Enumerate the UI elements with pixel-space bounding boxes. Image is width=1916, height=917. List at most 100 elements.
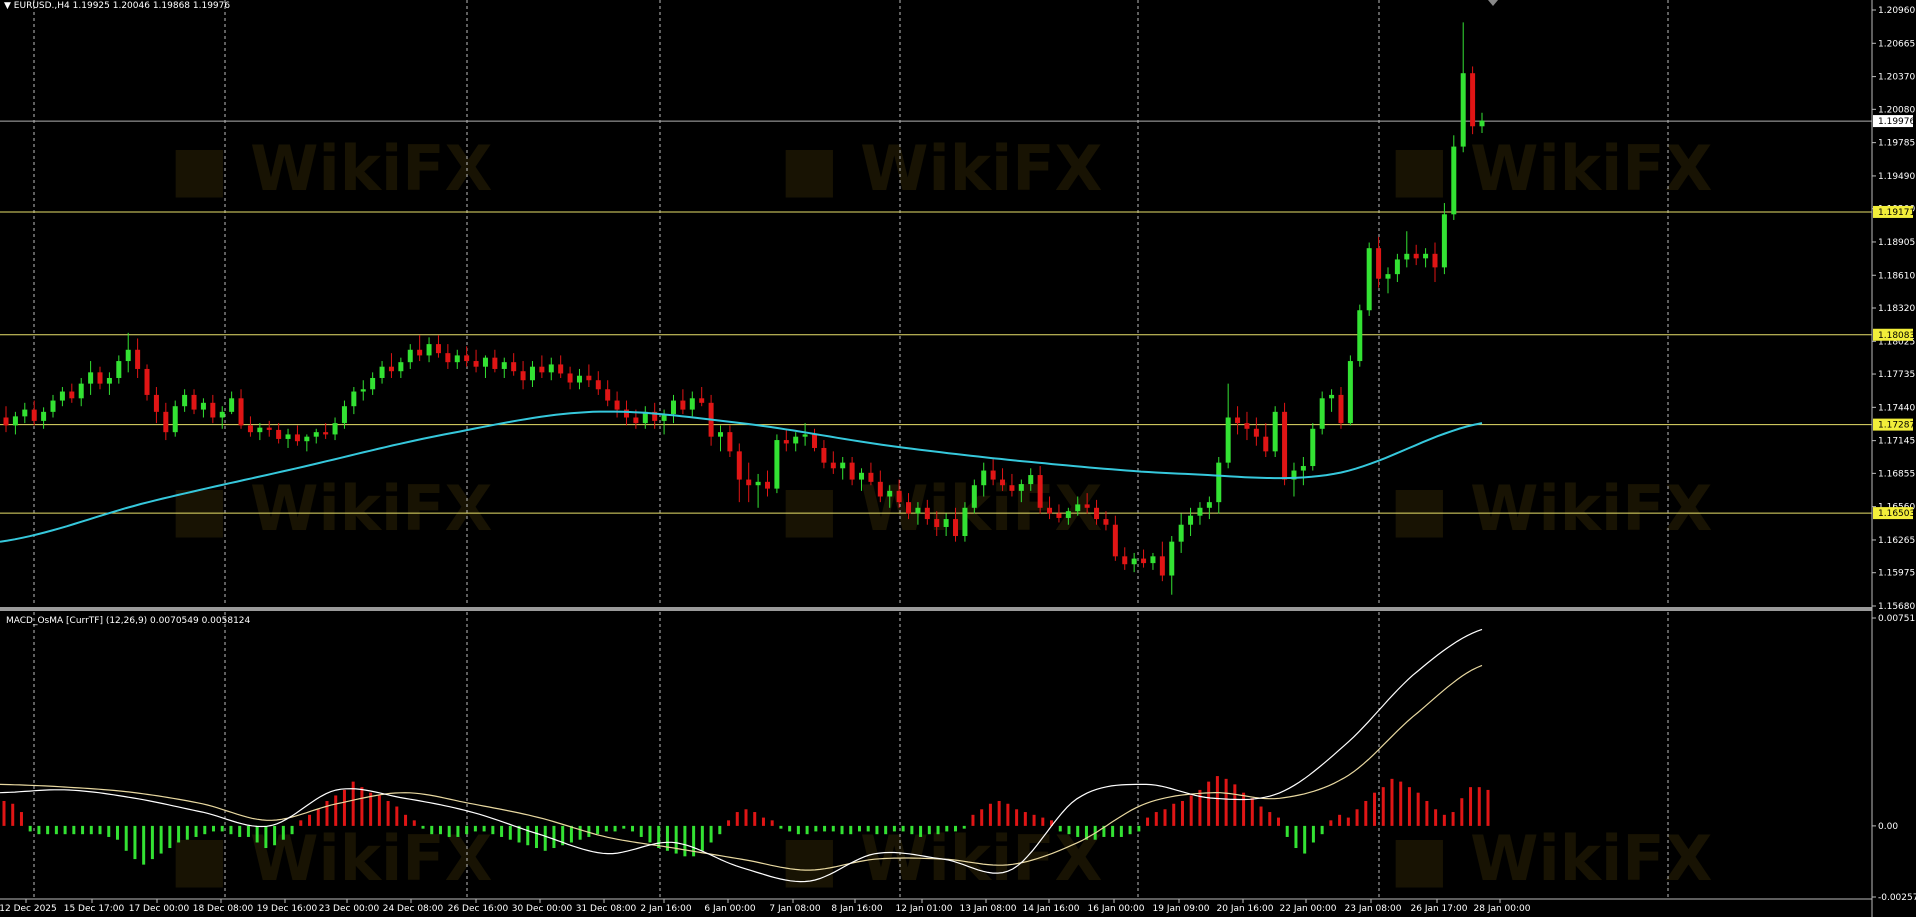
candle-body[interactable] <box>924 507 930 520</box>
candle-body[interactable] <box>78 383 84 399</box>
candle-body[interactable] <box>990 470 996 480</box>
candle-body[interactable] <box>1150 556 1156 564</box>
candle-body[interactable] <box>614 400 620 410</box>
candle-body[interactable] <box>88 372 94 384</box>
candle-body[interactable] <box>877 481 883 497</box>
candle-body[interactable] <box>680 400 686 410</box>
price-level-tag[interactable] <box>1873 328 1913 341</box>
candle-body[interactable] <box>736 451 742 480</box>
candle-body[interactable] <box>1357 310 1363 362</box>
candle-body[interactable] <box>379 366 385 378</box>
candle-body[interactable] <box>1319 398 1325 429</box>
candle-body[interactable] <box>746 479 752 486</box>
candle-body[interactable] <box>934 519 940 527</box>
candle-body[interactable] <box>548 364 554 373</box>
candle-body[interactable] <box>417 349 423 356</box>
candle-body[interactable] <box>859 472 865 480</box>
candle-body[interactable] <box>652 411 658 421</box>
candle-body[interactable] <box>1300 466 1306 471</box>
candle-body[interactable] <box>887 490 893 497</box>
candle-body[interactable] <box>821 447 827 463</box>
candle-body[interactable] <box>962 507 968 537</box>
candle-body[interactable] <box>689 398 695 410</box>
candle-body[interactable] <box>1394 259 1400 275</box>
candle-body[interactable] <box>1413 253 1419 259</box>
candle-body[interactable] <box>642 411 648 424</box>
candle-body[interactable] <box>981 470 987 486</box>
candle-body[interactable] <box>360 389 366 392</box>
candle-body[interactable] <box>511 362 517 372</box>
candle-body[interactable] <box>1122 556 1128 565</box>
candle-body[interactable] <box>426 344 432 356</box>
candle-body[interactable] <box>323 432 329 435</box>
candle-body[interactable] <box>1056 513 1062 518</box>
candle-body[interactable] <box>661 414 667 421</box>
candle-body[interactable] <box>1272 411 1278 452</box>
candle-body[interactable] <box>257 427 263 433</box>
candle-body[interactable] <box>3 417 9 426</box>
candle-body[interactable] <box>31 409 37 421</box>
candle-body[interactable] <box>22 409 28 417</box>
candle-body[interactable] <box>144 368 150 395</box>
candle-body[interactable] <box>774 440 780 489</box>
candle-body[interactable] <box>294 434 300 442</box>
candle-body[interactable] <box>539 366 545 373</box>
candle-body[interactable] <box>1206 502 1212 508</box>
candle-body[interactable] <box>906 502 912 514</box>
candle-body[interactable] <box>1159 556 1165 576</box>
price-level-tag[interactable] <box>1873 205 1913 218</box>
candle-body[interactable] <box>182 394 188 407</box>
candle-body[interactable] <box>1131 558 1137 565</box>
candle-body[interactable] <box>953 519 959 537</box>
candle-body[interactable] <box>1037 475 1043 508</box>
candle-body[interactable] <box>1432 253 1438 268</box>
candle-body[interactable] <box>567 373 573 383</box>
candle-body[interactable] <box>915 507 921 514</box>
candle-body[interactable] <box>586 375 592 381</box>
candle-body[interactable] <box>699 398 705 403</box>
candle-body[interactable] <box>520 371 526 381</box>
candle-body[interactable] <box>1216 462 1222 503</box>
candle-body[interactable] <box>238 398 244 426</box>
candle-body[interactable] <box>435 344 441 354</box>
candle-body[interactable] <box>1329 394 1335 399</box>
candle-body[interactable] <box>1376 248 1382 279</box>
candle-body[interactable] <box>97 372 103 384</box>
candle-body[interactable] <box>1094 507 1100 520</box>
candle-body[interactable] <box>793 436 799 444</box>
candle-body[interactable] <box>1441 214 1447 268</box>
candle-body[interactable] <box>341 406 347 424</box>
candle-body[interactable] <box>1065 511 1071 518</box>
candle-body[interactable] <box>116 361 122 378</box>
candle-body[interactable] <box>229 398 235 412</box>
candle-body[interactable] <box>407 349 413 363</box>
candle-body[interactable] <box>896 490 902 503</box>
candle-body[interactable] <box>1385 274 1391 279</box>
candle-body[interactable] <box>247 425 253 433</box>
candle-body[interactable] <box>1084 504 1090 508</box>
candle-body[interactable] <box>313 432 319 437</box>
candle-body[interactable] <box>1347 361 1353 424</box>
candle-body[interactable] <box>492 357 498 369</box>
price-level-tag[interactable] <box>1873 115 1913 128</box>
candle-body[interactable] <box>1188 515 1194 525</box>
candle-body[interactable] <box>1197 507 1203 516</box>
candle-body[interactable] <box>1169 541 1175 576</box>
candle-body[interactable] <box>1338 394 1344 424</box>
candle-body[interactable] <box>1112 524 1118 557</box>
candle-body[interactable] <box>558 364 564 374</box>
candle-body[interactable] <box>765 481 771 489</box>
candle-body[interactable] <box>12 416 18 426</box>
candle-body[interactable] <box>1178 524 1184 542</box>
candle-body[interactable] <box>783 440 789 444</box>
candle-body[interactable] <box>1366 248 1372 311</box>
candle-body[interactable] <box>595 380 601 390</box>
candle-body[interactable] <box>1310 428 1316 467</box>
candle-body[interactable] <box>445 353 451 363</box>
candle-body[interactable] <box>623 409 629 418</box>
candle-body[interactable] <box>106 377 112 384</box>
candle-body[interactable] <box>69 391 75 399</box>
candle-body[interactable] <box>210 402 216 418</box>
candle-body[interactable] <box>717 432 723 437</box>
